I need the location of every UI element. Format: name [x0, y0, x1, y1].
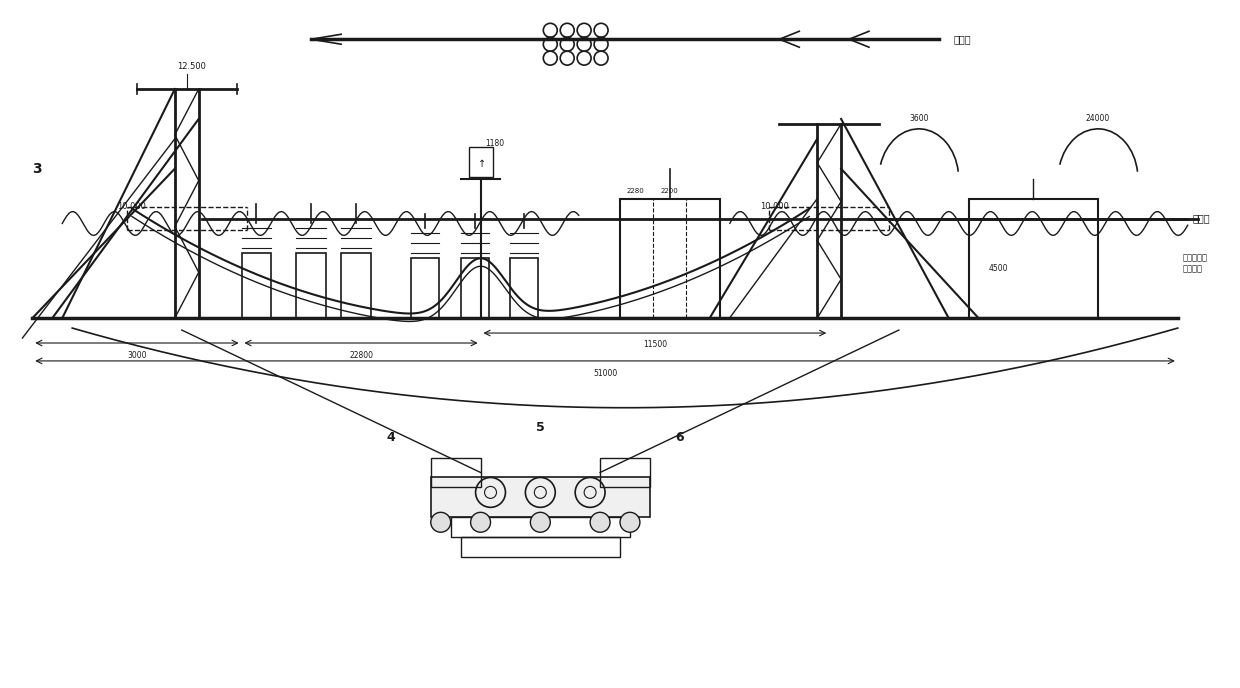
Text: 复主屋: 复主屋	[954, 34, 971, 44]
Bar	[242, 253, 272, 318]
Bar	[460, 537, 620, 557]
Bar	[511, 259, 538, 318]
Text: 5: 5	[536, 421, 544, 434]
Circle shape	[620, 513, 640, 533]
Text: 10.000: 10.000	[760, 202, 789, 211]
Bar	[410, 259, 439, 318]
Bar	[469, 147, 492, 177]
Bar	[460, 259, 489, 318]
Text: 3000: 3000	[128, 351, 146, 360]
Bar	[430, 458, 481, 487]
Text: 2280: 2280	[626, 188, 644, 193]
Bar	[450, 517, 630, 537]
Text: 24000: 24000	[1086, 114, 1110, 123]
Text: 干式变压器
高压套管: 干式变压器 高压套管	[1183, 254, 1208, 273]
Text: 22800: 22800	[348, 351, 373, 360]
Text: 6: 6	[676, 431, 684, 444]
Circle shape	[430, 513, 450, 533]
Bar	[296, 253, 326, 318]
Text: 1180: 1180	[486, 139, 505, 149]
Bar	[341, 253, 371, 318]
Circle shape	[471, 513, 491, 533]
Text: 10.000: 10.000	[118, 202, 146, 211]
Text: 4500: 4500	[988, 264, 1008, 273]
Bar	[620, 199, 719, 318]
Text: 11500: 11500	[642, 340, 667, 349]
Text: 3: 3	[32, 162, 42, 175]
Circle shape	[590, 513, 610, 533]
Circle shape	[531, 513, 551, 533]
Bar	[968, 199, 1099, 318]
Text: 复主屋: 复主屋	[1193, 213, 1210, 224]
Bar	[600, 458, 650, 487]
Text: 2200: 2200	[661, 188, 678, 193]
Text: 3600: 3600	[909, 114, 929, 123]
Text: 51000: 51000	[593, 369, 618, 378]
Bar	[430, 477, 650, 517]
Text: 12.500: 12.500	[177, 62, 206, 71]
Text: 4: 4	[387, 431, 396, 444]
Text: ↑: ↑	[479, 159, 486, 169]
